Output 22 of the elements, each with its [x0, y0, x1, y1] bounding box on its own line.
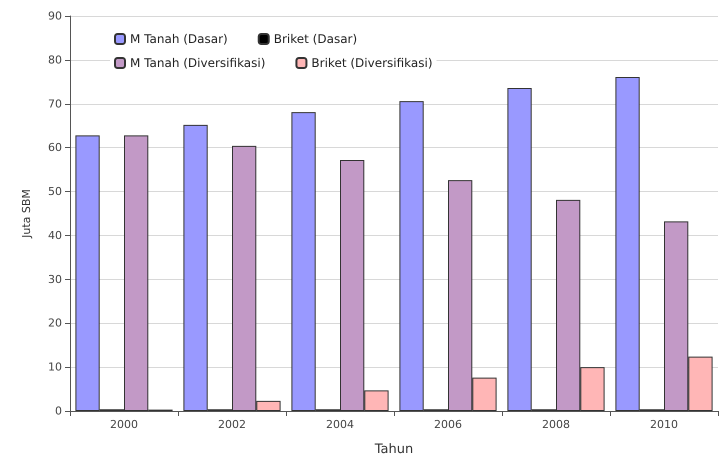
y-tick-label: 40 — [48, 228, 62, 242]
legend-label: Briket (Dasar) — [274, 32, 358, 46]
x-axis-title: Tahun — [374, 442, 414, 457]
x-tick-label: 2000 — [110, 418, 138, 431]
y-tick-label: 20 — [48, 316, 62, 330]
y-tick-label: 70 — [48, 97, 62, 110]
legend-label: Briket (Diversifikasi) — [311, 56, 433, 70]
y-tick-label: 30 — [48, 272, 62, 286]
y-tick-label: 90 — [48, 10, 62, 22]
x-tick-label: 2006 — [434, 418, 462, 431]
x-tick-label: 2010 — [650, 418, 678, 431]
legend-label: M Tanah (Diversifikasi) — [130, 56, 266, 70]
x-tick-label: 2004 — [326, 418, 354, 431]
y-tick-label: 60 — [48, 141, 62, 154]
y-tick-label: 0 — [55, 404, 62, 418]
legend-label: M Tanah (Dasar) — [130, 32, 228, 46]
x-tick-label: 2008 — [542, 418, 570, 431]
y-axis-title: Juta SBM — [20, 189, 33, 239]
x-tick-label: 2002 — [218, 418, 246, 431]
y-tick-label: 80 — [48, 53, 62, 66]
y-tick-label: 50 — [48, 185, 62, 198]
y-tick-label: 10 — [48, 360, 62, 374]
